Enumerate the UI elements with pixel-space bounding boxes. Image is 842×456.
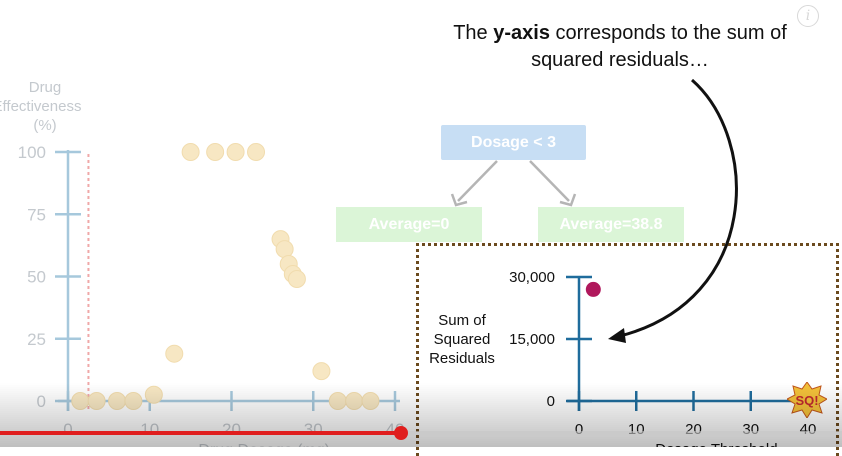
info-icon[interactable]: i xyxy=(797,5,819,27)
background-ylabel-line-1: Drug xyxy=(28,79,62,96)
callout-suffix: corresponds to the sum of squared residu… xyxy=(531,22,787,71)
callout-prefix: The xyxy=(453,22,494,44)
statquest-badge-icon: SQ! xyxy=(787,382,827,418)
background-ylabel-line-2: Effectiveness xyxy=(0,98,82,115)
tree-right-label: Average=38.8 xyxy=(559,215,663,233)
ssr-inset-panel xyxy=(416,243,839,456)
bg-data-point xyxy=(312,362,331,381)
tree-left-leaf: Average=0 xyxy=(336,207,482,242)
badge-text: SQ! xyxy=(795,393,818,408)
ssr-ylabel-line-3: Residuals xyxy=(429,350,495,367)
tree-root-label: Dosage < 3 xyxy=(471,133,556,151)
bg-xtick-label: 0 xyxy=(63,420,72,439)
bg-data-point xyxy=(87,392,106,410)
tree-right-arrowhead xyxy=(559,193,577,207)
callout-arrow-curve xyxy=(619,78,738,338)
ssr-xtick-label: 30 xyxy=(742,421,759,438)
video-scrubber-handle[interactable] xyxy=(393,426,408,440)
ssr-data-point xyxy=(585,281,601,297)
ssr-xlabel: Dosage Threshold xyxy=(655,441,777,447)
video-progress-bar[interactable] xyxy=(0,426,842,440)
bg-data-point xyxy=(124,392,143,410)
ssr-xtick-label: 40 xyxy=(800,421,817,438)
ssr-xtick-label: 10 xyxy=(628,421,645,438)
background-ylabel: Drug Effectiveness (%) xyxy=(0,78,90,135)
ssr-xtick-label: 0 xyxy=(575,421,583,438)
bg-data-point xyxy=(287,269,306,288)
ssr-ylabel: Sum of Squared Residuals xyxy=(424,311,500,368)
bg-data-point xyxy=(361,392,380,410)
callout-bold: y-axis xyxy=(493,22,550,44)
tree-left-connector xyxy=(457,160,498,202)
tree-root-node: Dosage < 3 xyxy=(441,125,586,160)
bg-ytick-label: 0 xyxy=(37,392,46,411)
tree-right-connector xyxy=(529,160,570,202)
background-ylabel-line-3: (%) xyxy=(33,117,57,134)
bg-ytick-label: 75 xyxy=(27,205,46,224)
bg-data-point xyxy=(226,143,245,161)
ssr-ytick-label: 30,000 xyxy=(509,269,555,286)
bg-data-point xyxy=(181,143,200,161)
bg-data-point xyxy=(165,344,184,363)
ssr-ylabel-line-2: Squared xyxy=(433,331,491,348)
bg-data-point xyxy=(144,385,163,404)
bg-ytick-label: 100 xyxy=(18,143,46,162)
video-progress-fill xyxy=(0,431,401,435)
ssr-ytick-label: 15,000 xyxy=(509,331,555,348)
tree-left-label: Average=0 xyxy=(368,215,450,233)
ssr-xtick-label: 20 xyxy=(685,421,702,438)
bg-data-point xyxy=(247,143,266,161)
ssr-ytick-label: 0 xyxy=(547,393,555,410)
callout-text: The y-axis corresponds to the sum of squ… xyxy=(430,20,810,74)
callout-arrowhead xyxy=(608,328,626,343)
ssr-ylabel-line-1: Sum of xyxy=(438,312,486,329)
bg-ytick-label: 50 xyxy=(27,268,46,287)
tree-right-leaf: Average=38.8 xyxy=(538,207,684,242)
bg-ytick-label: 25 xyxy=(27,330,46,349)
bg-xlabel: Drug Dosage (mg) xyxy=(198,442,330,447)
bg-data-point xyxy=(206,143,225,161)
tree-left-arrowhead xyxy=(450,193,468,207)
